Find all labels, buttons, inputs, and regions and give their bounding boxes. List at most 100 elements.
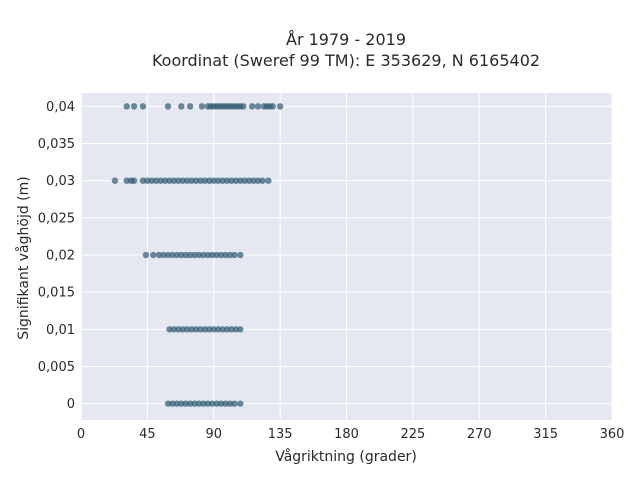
data-point	[188, 326, 195, 333]
grid-lines	[80, 93, 613, 420]
data-point	[153, 177, 160, 184]
data-point	[213, 251, 220, 259]
x-tick-label: 315	[533, 427, 558, 442]
y-axis-label: Signifikant våghöjd (m)	[15, 176, 32, 339]
y-tick-label: 0,04	[46, 100, 75, 115]
data-point	[142, 251, 150, 259]
data-point	[191, 400, 198, 407]
data-point	[197, 177, 204, 184]
data-points	[111, 103, 284, 407]
data-point	[184, 326, 191, 333]
data-point	[248, 103, 256, 110]
data-point	[150, 251, 157, 259]
data-point	[232, 326, 240, 333]
data-point	[173, 400, 181, 407]
data-point	[195, 251, 203, 259]
data-point	[169, 251, 176, 259]
data-point	[219, 177, 226, 184]
x-axis-label: Vågriktning (grader)	[275, 448, 417, 465]
data-point	[213, 400, 220, 407]
x-tick-label: 135	[268, 427, 293, 442]
data-point	[210, 326, 217, 333]
data-point	[201, 326, 209, 333]
data-point	[160, 251, 167, 259]
data-point	[223, 326, 231, 333]
x-tick-label: 45	[139, 427, 156, 442]
data-point	[210, 177, 217, 184]
data-point	[219, 326, 226, 333]
data-point	[164, 400, 172, 407]
data-point	[198, 103, 206, 110]
data-point	[186, 103, 194, 110]
data-point	[130, 103, 138, 110]
data-point	[226, 400, 234, 407]
data-point	[130, 177, 138, 184]
data-point	[217, 400, 225, 407]
y-axis-ticks: 0 0,005 0,01 0,015 0,02 0,025 0,03 0,035 0,04	[38, 100, 75, 412]
chart-title-line-1: År 1979 - 2019	[286, 30, 406, 49]
x-tick-label: 360	[600, 427, 625, 442]
data-point	[178, 103, 185, 110]
data-point	[237, 177, 244, 184]
data-point	[169, 400, 176, 407]
data-point	[241, 177, 248, 184]
data-point	[157, 177, 164, 184]
data-point	[222, 251, 229, 259]
data-point	[144, 177, 151, 184]
data-point	[200, 251, 207, 259]
data-point	[209, 400, 216, 407]
data-point	[254, 177, 262, 184]
data-point	[166, 326, 173, 333]
y-tick-label: 0,015	[38, 286, 75, 301]
data-point	[170, 177, 178, 184]
x-tick-label: 0	[77, 427, 85, 442]
y-tick-label: 0	[67, 397, 75, 412]
x-tick-label: 270	[467, 427, 492, 442]
data-point	[184, 177, 191, 184]
data-point	[245, 177, 253, 184]
data-point	[186, 251, 194, 259]
data-point	[175, 326, 182, 333]
data-point	[206, 326, 213, 333]
data-point	[223, 177, 231, 184]
data-point	[209, 251, 216, 259]
data-point	[178, 251, 185, 259]
data-point	[217, 251, 225, 259]
data-point	[204, 400, 212, 407]
data-point	[250, 177, 257, 184]
data-point	[175, 177, 182, 184]
x-tick-label: 90	[205, 427, 222, 442]
data-point	[237, 251, 244, 259]
data-point	[123, 177, 130, 184]
y-tick-label: 0,025	[38, 211, 75, 226]
data-point	[228, 177, 235, 184]
data-point	[192, 326, 200, 333]
x-tick-label: 180	[334, 427, 359, 442]
data-point	[237, 400, 244, 407]
data-point	[123, 103, 130, 110]
data-point	[200, 400, 207, 407]
data-point	[161, 177, 169, 184]
data-point	[197, 326, 204, 333]
y-tick-label: 0,02	[46, 249, 75, 264]
y-tick-label: 0,005	[38, 360, 75, 375]
data-point	[178, 400, 185, 407]
data-point	[139, 177, 147, 184]
data-point	[214, 177, 222, 184]
data-point	[226, 251, 234, 259]
data-point	[276, 103, 284, 110]
data-point	[204, 251, 212, 259]
x-axis-ticks: 0 45 90 135 180 225 270 315 360	[77, 427, 625, 442]
data-point	[232, 177, 240, 184]
data-point	[191, 251, 198, 259]
data-point	[148, 177, 155, 184]
data-point	[231, 251, 238, 259]
data-point	[201, 177, 209, 184]
data-point	[237, 326, 244, 333]
data-point	[111, 177, 119, 184]
y-tick-label: 0,035	[38, 137, 75, 152]
data-point	[182, 251, 189, 259]
data-point	[214, 326, 222, 333]
data-point	[186, 400, 194, 407]
